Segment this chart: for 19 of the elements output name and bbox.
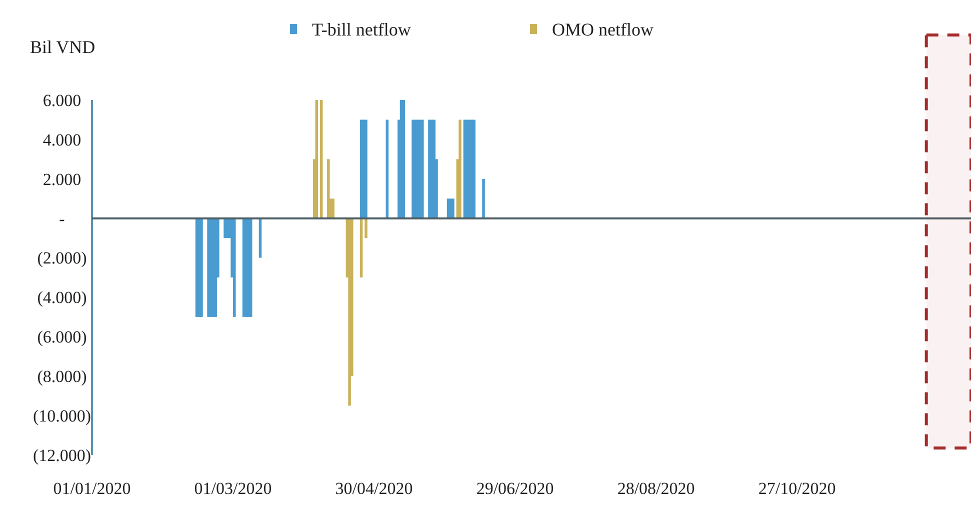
legend-label: T-bill netflow bbox=[312, 19, 411, 40]
x-tick-label: 29/06/2020 bbox=[476, 479, 554, 498]
x-tick-label: 28/08/2020 bbox=[617, 479, 695, 498]
y-tick-label: 2.000 bbox=[42, 170, 82, 189]
x-tick-label: 01/03/2020 bbox=[194, 479, 272, 498]
y-tick-label: 6.000 bbox=[42, 90, 82, 110]
y-tick-label: (10.000) bbox=[32, 406, 92, 426]
y-tick-label: 4.000 bbox=[42, 130, 82, 150]
x-tick-label: 27/10/2020 bbox=[758, 479, 836, 498]
y-tick-label: (8.000) bbox=[37, 367, 87, 386]
legend-label: OMO netflow bbox=[552, 19, 654, 40]
y-tick-label: (4.000) bbox=[37, 288, 87, 308]
y-tick-label: (2.000) bbox=[37, 248, 87, 268]
y-tick-label: (6.000) bbox=[37, 328, 87, 347]
x-tick-label: 30/04/2020 bbox=[335, 479, 413, 498]
y-axis-title: Bil VND bbox=[30, 37, 96, 57]
y-tick-label: (12.000) bbox=[32, 446, 92, 465]
y-tick-label: - bbox=[59, 209, 66, 228]
x-tick-label: 01/01/2020 bbox=[53, 479, 131, 498]
